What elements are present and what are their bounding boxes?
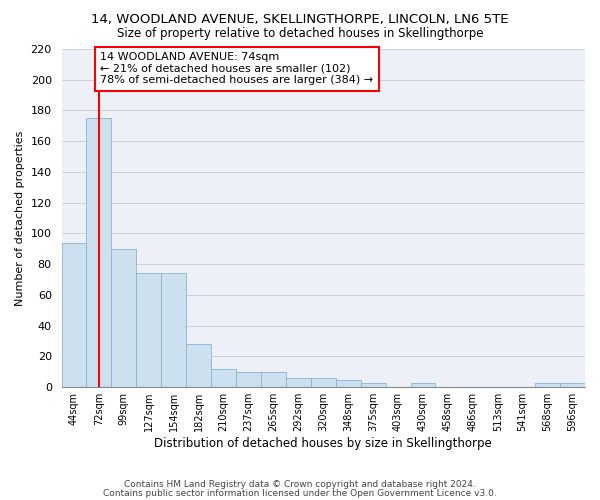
- Bar: [336, 380, 361, 387]
- Bar: [112, 249, 136, 387]
- Bar: [560, 382, 585, 387]
- Bar: [311, 378, 336, 387]
- Text: Contains public sector information licensed under the Open Government Licence v3: Contains public sector information licen…: [103, 488, 497, 498]
- Bar: [211, 369, 236, 387]
- Bar: [410, 382, 436, 387]
- Y-axis label: Number of detached properties: Number of detached properties: [15, 130, 25, 306]
- Bar: [236, 372, 261, 387]
- Bar: [286, 378, 311, 387]
- Bar: [535, 382, 560, 387]
- Bar: [86, 118, 112, 387]
- Bar: [361, 382, 386, 387]
- X-axis label: Distribution of detached houses by size in Skellingthorpe: Distribution of detached houses by size …: [154, 437, 492, 450]
- Bar: [261, 372, 286, 387]
- Bar: [136, 274, 161, 387]
- Bar: [161, 274, 186, 387]
- Text: Size of property relative to detached houses in Skellingthorpe: Size of property relative to detached ho…: [117, 26, 483, 40]
- Bar: [62, 242, 86, 387]
- Text: 14, WOODLAND AVENUE, SKELLINGTHORPE, LINCOLN, LN6 5TE: 14, WOODLAND AVENUE, SKELLINGTHORPE, LIN…: [91, 12, 509, 26]
- Text: 14 WOODLAND AVENUE: 74sqm
← 21% of detached houses are smaller (102)
78% of semi: 14 WOODLAND AVENUE: 74sqm ← 21% of detac…: [100, 52, 373, 86]
- Bar: [186, 344, 211, 387]
- Text: Contains HM Land Registry data © Crown copyright and database right 2024.: Contains HM Land Registry data © Crown c…: [124, 480, 476, 489]
